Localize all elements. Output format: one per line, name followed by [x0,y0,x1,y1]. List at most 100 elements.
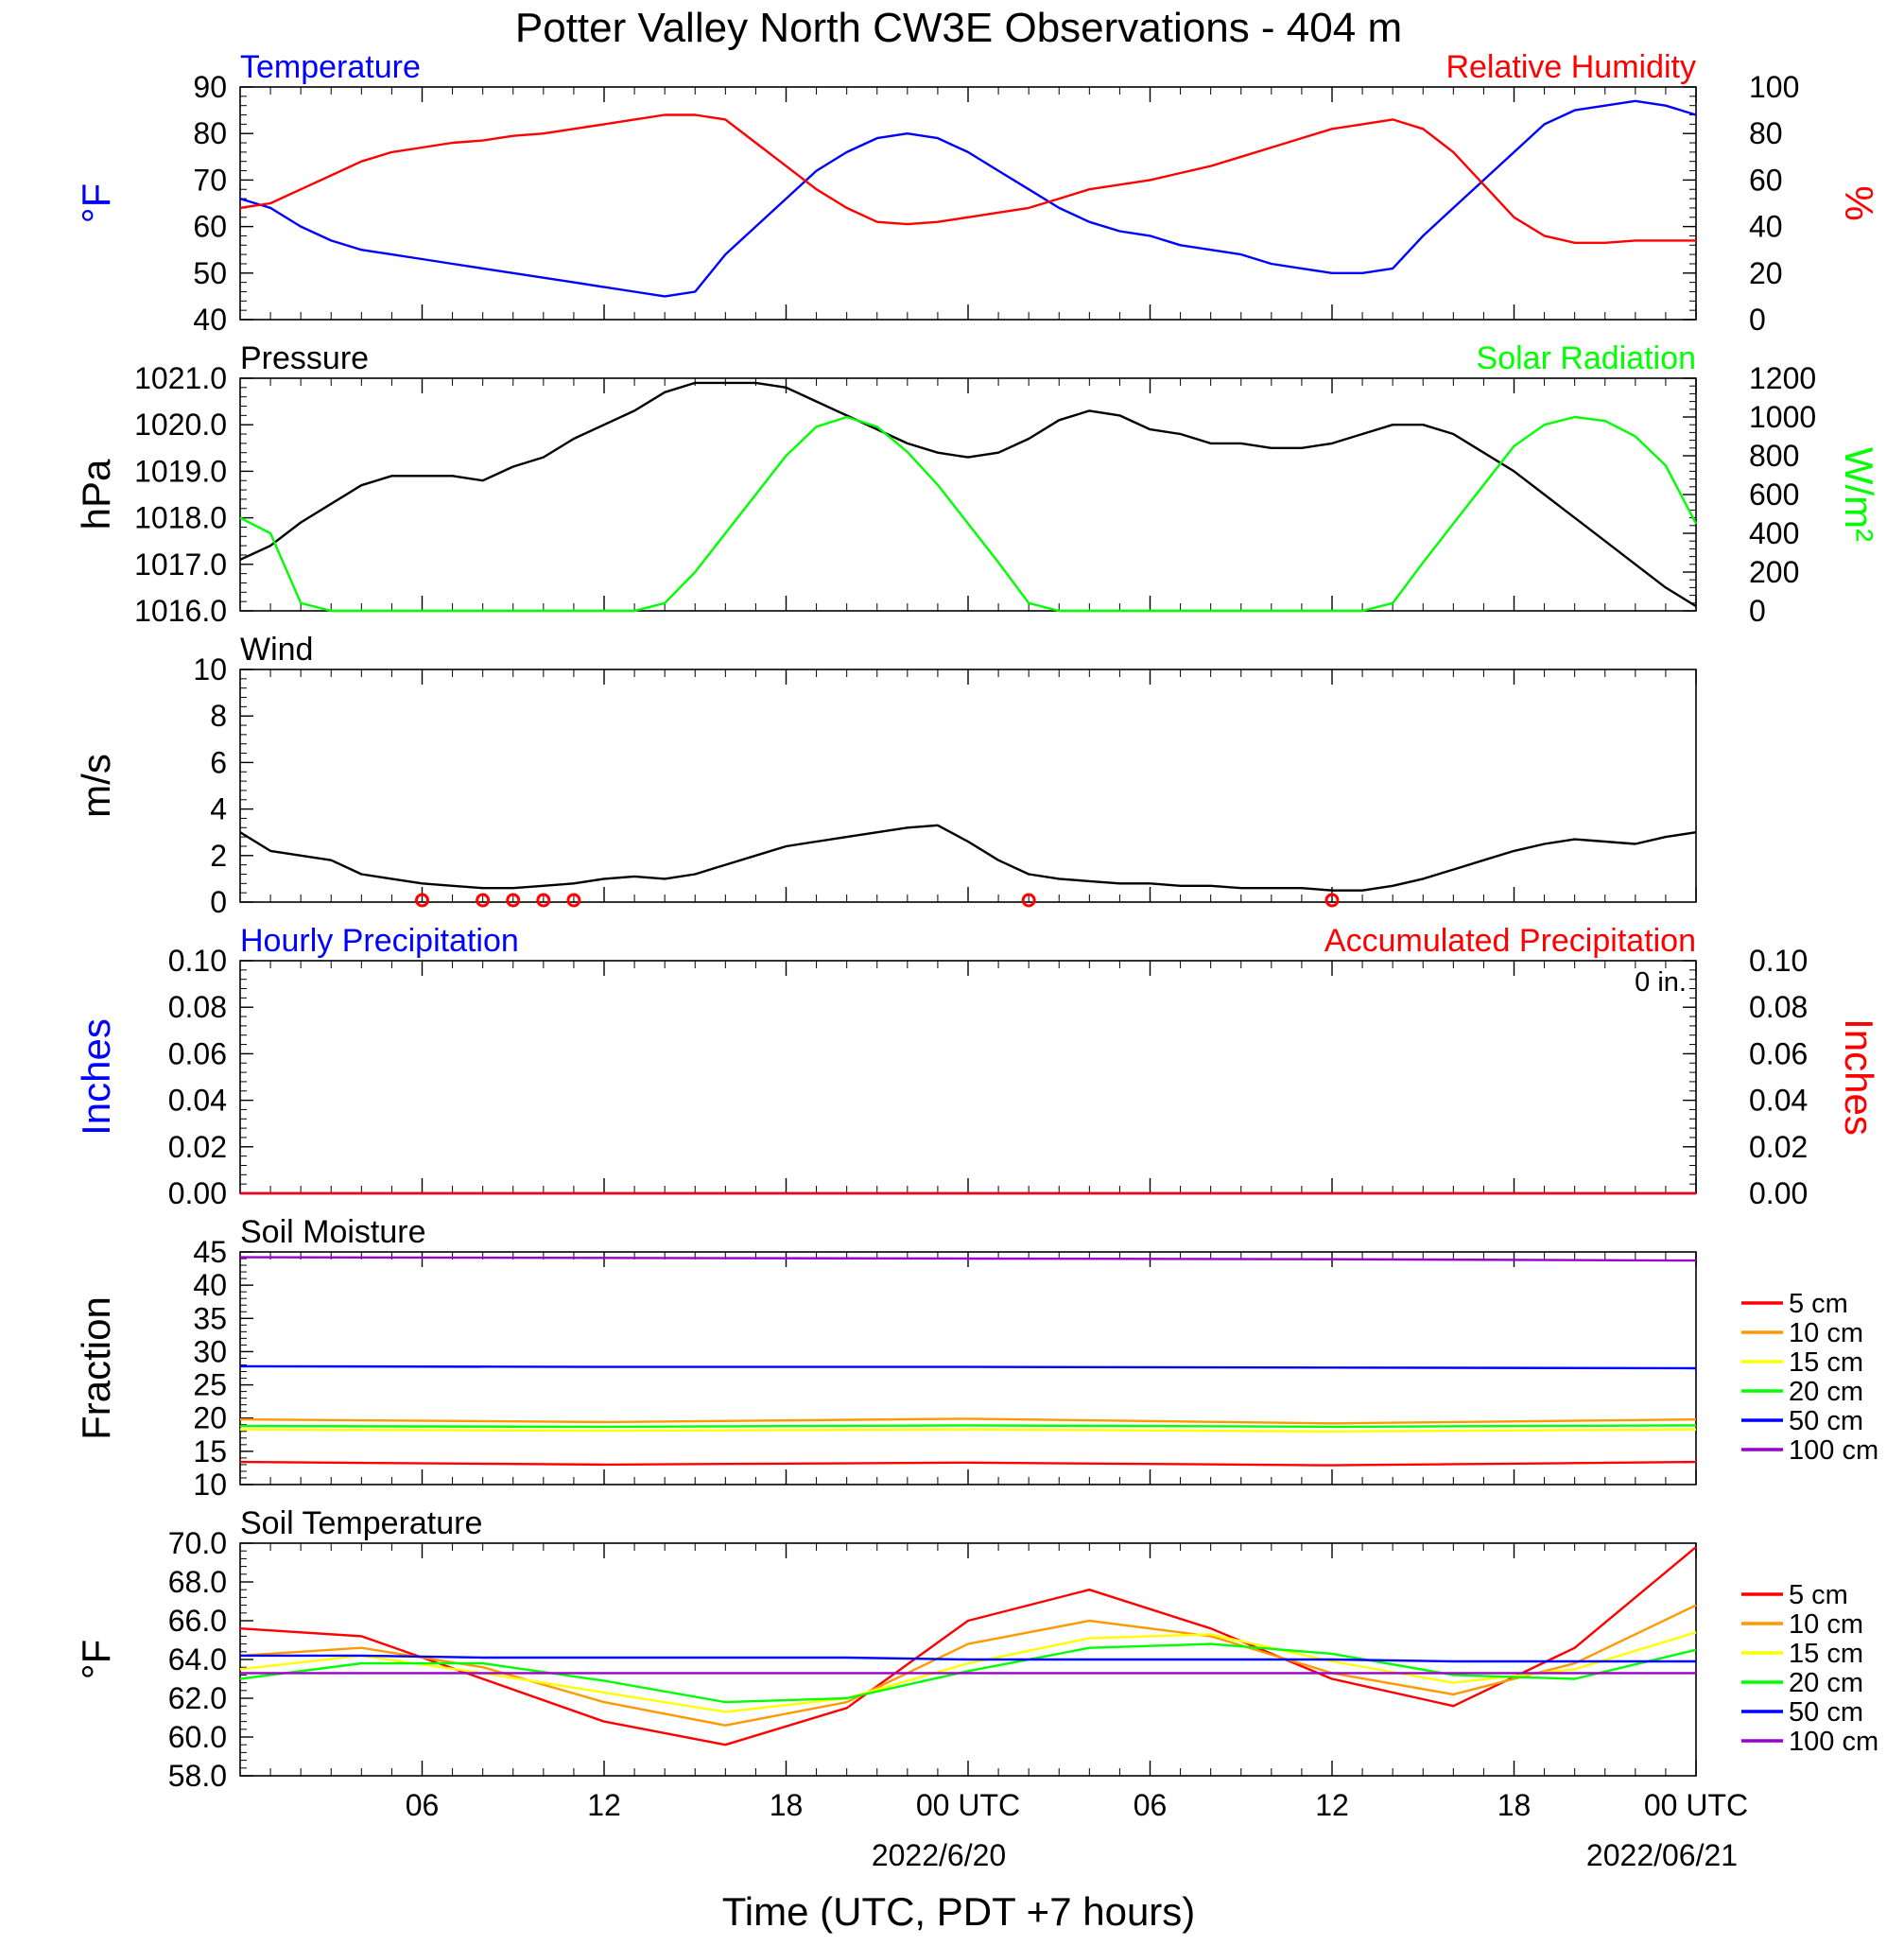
series-line-15-cm [239,1428,1697,1433]
x-tick-label: 18 [770,1788,804,1822]
series-line-20-cm [239,1642,1697,1704]
series-line-20-cm [239,1424,1697,1429]
calm-wind-marker [536,893,551,908]
legend-label: 5 cm [1789,1580,1848,1610]
y-axis-label-left: °F [74,183,118,223]
y-tick-label-left: 1017.0 [134,547,227,582]
series-line-wind [239,824,1697,892]
x-axis-title: Time (UTC, PDT +7 hours) [722,1889,1196,1934]
panel-title-left: Temperature [240,49,421,85]
legend-label: 10 cm [1789,1318,1863,1348]
y-tick-label-left: 50 [193,256,227,290]
series-line-10-cm [239,1417,1697,1425]
series-line-50-cm [240,1654,1696,1663]
y-tick-label-right: 800 [1749,439,1799,473]
y-tick-label-left: 60 [193,210,227,244]
y-tick-label-right: 400 [1749,516,1799,550]
y-tick-label-left: 0 [210,885,227,919]
y-tick-label-left: 25 [193,1368,227,1402]
y-tick-label-right: 0.00 [1749,1176,1808,1210]
x-date-1: 2022/6/20 [872,1838,1006,1872]
y-axis-label-left: Inches [74,1018,118,1136]
y-tick-label-left: 1018.0 [134,501,227,535]
y-tick-label-left: 0.02 [168,1130,227,1164]
y-tick-label-right: 100 [1749,70,1799,104]
y-tick-label-right: 0 [1749,303,1766,337]
y-tick-label-left: 70.0 [168,1526,227,1560]
panel-frame [239,669,1697,903]
y-tick-label-right: 1200 [1749,361,1816,395]
panel-title-left: Soil Moisture [240,1214,426,1250]
series-line-temperature [239,99,1697,298]
y-tick-label-left: 0.04 [168,1084,227,1118]
y-axis-label-left: m/s [74,754,118,818]
y-tick-label-left: 1016.0 [134,594,227,628]
y-tick-label-left: 80 [193,116,227,150]
y-tick-label-left: 90 [193,70,227,104]
panel-temperature-humidity: 90 80 70 60 50 40 100 80 60 40 20 0 Temperature Relat… [74,49,1881,337]
y-tick-label-right: 40 [1749,210,1783,244]
y-tick-label-left: 35 [193,1301,227,1335]
legend-label: 50 cm [1789,1697,1863,1728]
series-line-pressure [239,381,1697,608]
panel-pressure-solar: 1021.0 1020.0 1019.0 1018.0 1017.0 1016.0 1200… [74,340,1881,628]
y-tick-label-left: 1019.0 [134,454,227,488]
legend-label: 20 cm [1789,1377,1863,1407]
y-tick-label-right: 0 [1749,594,1766,628]
y-tick-label-right: 80 [1749,116,1783,150]
y-tick-label-left: 20 [193,1401,227,1435]
panel-frame [239,86,1697,321]
y-tick-label-left: 58.0 [168,1759,227,1793]
y-tick-label-left: 4 [210,792,227,826]
y-tick-label-right: 0.06 [1749,1036,1808,1070]
calm-wind-marker [476,893,491,908]
calm-wind-marker [415,893,429,908]
y-tick-label-left: 8 [210,699,227,733]
y-tick-label-left: 0.06 [168,1036,227,1070]
y-tick-label-left: 40 [193,303,227,337]
x-date-2: 2022/06/21 [1586,1838,1738,1872]
legend-label: 50 cm [1789,1406,1863,1436]
x-tick-label: 06 [406,1788,440,1822]
legend-label: 10 cm [1789,1609,1863,1640]
y-axis-label-left: hPa [74,459,118,530]
y-tick-label-left: 10 [193,652,227,686]
panel-soil-temperature: 70.0 68.0 66.0 64.0 62.0 60.0 58.0 Soil Tempera… [74,1505,1878,1822]
y-tick-label-left: 15 [193,1434,227,1468]
x-tick-label: 18 [1497,1788,1532,1822]
y-tick-label-right: 1000 [1749,400,1816,434]
y-tick-label-left: 0.00 [168,1176,227,1210]
series-line-5-cm [239,1460,1697,1467]
chart-title: Potter Valley North CW3E Observations - … [515,5,1402,51]
y-axis-label-right: W/m² [1837,447,1881,542]
y-tick-label-left: 0.08 [168,990,227,1024]
calm-wind-marker [506,893,521,908]
calm-wind-marker [1021,893,1036,908]
panel-title-right: Solar Radiation [1477,340,1696,376]
series-line-100-cm [239,1256,1697,1262]
y-tick-label-left: 2 [210,839,227,873]
panel-wind: 10 8 6 4 2 0 Wind m/s [74,632,1697,919]
x-tick-label: 12 [587,1788,621,1822]
y-tick-label-left: 66.0 [168,1604,227,1638]
panel-precipitation: 0.10 0.08 0.06 0.04 0.02 0.00 0.10 0.08 0.06 0.04… [74,923,1881,1210]
x-tick-label: 00 UTC [1644,1788,1748,1822]
y-tick-label-right: 0.08 [1749,990,1808,1024]
x-tick-label: 06 [1134,1788,1168,1822]
y-tick-label-left: 40 [193,1268,227,1302]
series-line-relative-humidity [239,113,1696,244]
panel-frame [239,377,1697,612]
y-tick-label-right: 200 [1749,555,1799,589]
panel-frame [239,960,1697,1194]
y-tick-label-left: 70 [193,163,227,197]
calm-wind-marker [1324,893,1340,908]
legend-label: 15 cm [1789,1639,1863,1669]
y-tick-label-right: 60 [1749,163,1783,197]
y-axis-label-left: Fraction [74,1296,118,1440]
series-line-solar-radiation [239,415,1698,613]
y-axis-label-right: Inches [1837,1018,1881,1136]
x-tick-label: 12 [1315,1788,1349,1822]
